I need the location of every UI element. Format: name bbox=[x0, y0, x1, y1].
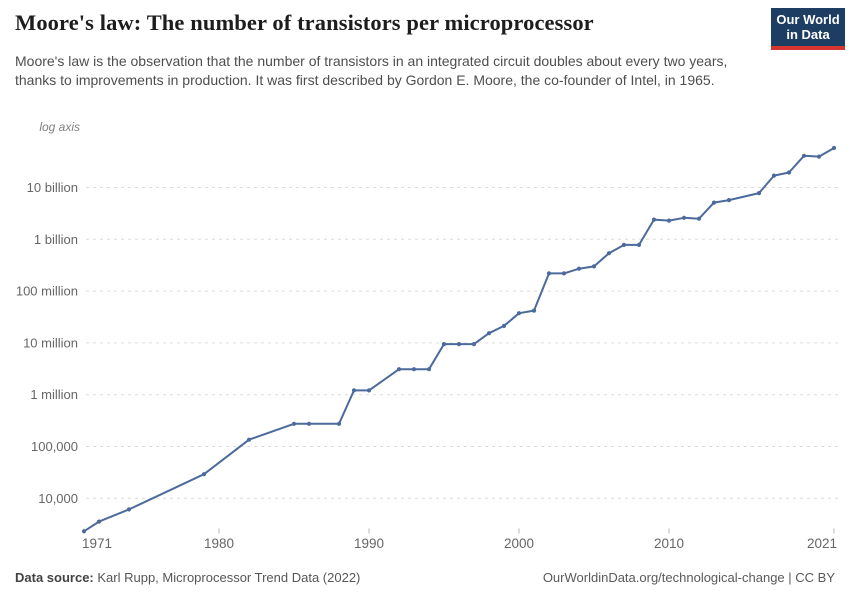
x-axis-tick-label: 2000 bbox=[504, 536, 534, 551]
data-point[interactable] bbox=[516, 311, 522, 316]
data-point[interactable] bbox=[651, 217, 657, 222]
data-point[interactable] bbox=[561, 271, 567, 276]
data-point[interactable] bbox=[771, 173, 777, 178]
data-point[interactable] bbox=[246, 437, 252, 442]
owid-logo-line1: Our World bbox=[776, 11, 840, 27]
data-point[interactable] bbox=[546, 271, 552, 276]
data-point[interactable] bbox=[126, 507, 132, 512]
x-axis-tick-label: 2010 bbox=[654, 536, 684, 551]
data-source: Data source: Karl Rupp, Microprocessor T… bbox=[15, 570, 360, 585]
data-point[interactable] bbox=[291, 421, 297, 426]
data-point[interactable] bbox=[786, 170, 792, 175]
data-point[interactable] bbox=[591, 264, 597, 269]
data-point[interactable] bbox=[441, 342, 447, 347]
data-point[interactable] bbox=[801, 153, 807, 158]
data-point[interactable] bbox=[531, 308, 537, 313]
data-point[interactable] bbox=[756, 191, 762, 196]
footer-license: | CC BY bbox=[784, 570, 835, 585]
data-point[interactable] bbox=[426, 367, 432, 372]
y-axis-tick-label: 1 billion bbox=[34, 232, 78, 247]
data-point[interactable] bbox=[666, 218, 672, 223]
footer-attribution[interactable]: OurWorldinData.org/technological-change … bbox=[543, 570, 835, 585]
y-axis-tick-label: 10 billion bbox=[27, 180, 78, 195]
chart-subtitle: Moore's law is the observation that the … bbox=[15, 53, 728, 88]
data-point[interactable] bbox=[486, 331, 492, 336]
data-point[interactable] bbox=[456, 342, 462, 347]
x-axis-tick-label: 1980 bbox=[204, 536, 234, 551]
y-axis-tick-label: 100 million bbox=[16, 284, 78, 299]
x-axis-tick-label: 1990 bbox=[354, 536, 384, 551]
data-point[interactable] bbox=[816, 154, 822, 159]
page-title: Moore's law: The number of transistors p… bbox=[15, 10, 594, 35]
data-point[interactable] bbox=[336, 421, 342, 426]
data-point[interactable] bbox=[201, 472, 207, 477]
data-point[interactable] bbox=[606, 251, 612, 256]
owid-logo[interactable]: Our World in Data bbox=[771, 8, 845, 50]
data-point[interactable] bbox=[711, 200, 717, 205]
data-point[interactable] bbox=[366, 388, 372, 393]
data-point[interactable] bbox=[726, 198, 732, 203]
data-point[interactable] bbox=[681, 215, 687, 220]
log-axis-label: log axis bbox=[39, 120, 80, 134]
data-point[interactable] bbox=[396, 367, 402, 372]
y-axis-tick-label: 10,000 bbox=[38, 491, 78, 506]
x-axis-tick-label: 1971 bbox=[82, 536, 112, 551]
y-axis-tick-label: 10 million bbox=[23, 335, 78, 350]
data-point[interactable] bbox=[621, 242, 627, 247]
footer-url-link[interactable]: OurWorldinData.org/technological-change bbox=[542, 570, 785, 585]
data-point[interactable] bbox=[306, 421, 312, 426]
y-axis-tick-label: 100,000 bbox=[31, 439, 78, 454]
data-line bbox=[83, 147, 835, 533]
y-axis-tick-label: 1 million bbox=[30, 387, 78, 402]
data-point[interactable] bbox=[411, 367, 417, 372]
data-point[interactable] bbox=[636, 242, 642, 247]
owid-logo-line2: in Data bbox=[786, 27, 830, 42]
data-point[interactable] bbox=[501, 323, 507, 328]
data-source-label: Data source: bbox=[15, 570, 94, 585]
x-axis-tick-label: 2021 bbox=[807, 536, 837, 551]
data-point[interactable] bbox=[696, 216, 702, 221]
data-point[interactable] bbox=[576, 266, 582, 271]
data-source-value: Karl Rupp, Microprocessor Trend Data (20… bbox=[97, 570, 361, 585]
data-point[interactable] bbox=[351, 388, 357, 393]
data-point[interactable] bbox=[81, 529, 87, 534]
data-point[interactable] bbox=[471, 342, 477, 347]
data-point[interactable] bbox=[96, 519, 102, 524]
data-point[interactable] bbox=[831, 145, 837, 151]
